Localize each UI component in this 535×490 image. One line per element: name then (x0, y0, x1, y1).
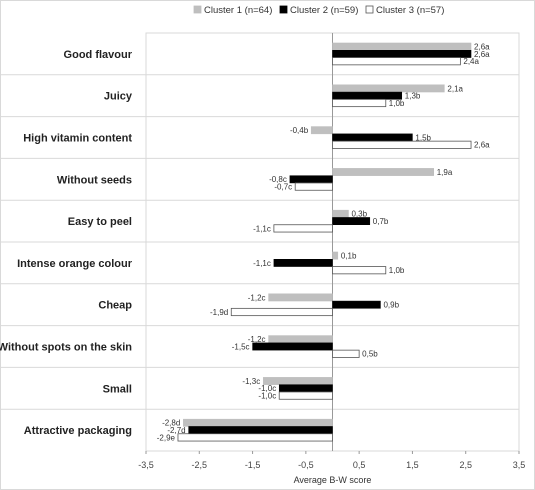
data-label: 0,9b (383, 301, 399, 310)
data-label: 0,1b (341, 251, 357, 260)
legend-entry: Cluster 2 (n=59) (290, 5, 358, 16)
data-label: 1,5b (415, 133, 431, 142)
bar-1 (183, 418, 333, 427)
x-tick-label: -2,5 (192, 460, 208, 470)
data-label: 2,4a (463, 57, 479, 66)
bar-3 (332, 98, 387, 108)
x-tick-label: 1,5 (406, 460, 419, 470)
bar-3 (332, 266, 387, 275)
category-label: Without spots on the skin (0, 342, 132, 354)
bar-3 (177, 433, 333, 442)
data-label: 2,1a (447, 84, 463, 93)
category-label: Cheap (98, 300, 132, 312)
x-tick-label: 2,5 (459, 460, 472, 470)
x-tick-label: 3,5 (513, 460, 526, 470)
category-label: Intense orange colour (17, 258, 133, 270)
bar-3 (332, 140, 472, 149)
legend-swatch (193, 5, 202, 14)
bar-2 (332, 300, 381, 309)
data-label: 0,5b (362, 350, 378, 359)
bar-1 (332, 42, 472, 51)
category-label: High vitamin content (23, 133, 132, 145)
bar-3 (278, 391, 333, 400)
category-label: Without seeds (57, 174, 132, 186)
x-tick-label: -3,5 (138, 460, 154, 470)
bar-1 (310, 126, 333, 135)
data-label: 1,0b (389, 266, 405, 275)
bar-1 (268, 293, 333, 302)
data-label: 0,7b (373, 217, 389, 226)
data-label: -1,5c (232, 342, 250, 351)
category-label: Juicy (104, 91, 133, 103)
category-label: Easy to peel (68, 216, 132, 228)
bar-1 (332, 209, 349, 218)
data-label: 2,6a (474, 141, 490, 150)
data-label: -1,3c (242, 377, 260, 386)
legend-swatch (279, 5, 288, 14)
bar-3 (332, 349, 360, 358)
category-label: Attractive packaging (24, 425, 132, 437)
data-label: 0,3b (351, 210, 367, 219)
data-label: -2,9e (157, 433, 176, 442)
bar-2 (332, 217, 371, 225)
x-axis-title: Average B-W score (294, 475, 372, 485)
bar-2 (289, 175, 333, 184)
bar-2 (332, 133, 413, 142)
data-label: -1,2c (248, 335, 266, 344)
category-label: Small (103, 383, 132, 395)
data-label: -2,8d (162, 419, 180, 428)
data-label: -2,7d (167, 426, 185, 435)
bar-2 (273, 259, 333, 267)
data-label: -1,1c (253, 259, 271, 268)
bar-2 (252, 342, 333, 351)
data-label: 2,6a (474, 50, 490, 59)
bar-2 (332, 50, 472, 58)
legend-entry: Cluster 1 (n=64) (204, 5, 272, 16)
data-label: 1,3b (405, 92, 421, 101)
legend-entry: Cluster 3 (n=57) (376, 5, 444, 16)
data-label: -1,0c (258, 391, 276, 400)
data-label: -1,1c (253, 224, 271, 233)
data-label: 2,6a (474, 42, 490, 51)
bar-3 (332, 57, 461, 66)
data-label: -0,7c (274, 182, 292, 191)
bar-1 (268, 335, 333, 344)
bar-1 (332, 251, 339, 260)
x-tick-label: 0,5 (353, 460, 366, 470)
x-tick-label: -1,5 (245, 460, 261, 470)
bar-3 (230, 307, 333, 317)
x-tick-label: -0,5 (298, 460, 314, 470)
bar-2 (188, 426, 333, 435)
data-label: -0,8c (269, 175, 287, 184)
bar-2 (278, 384, 333, 393)
data-label: 1,0b (389, 99, 405, 108)
data-label: 1,9a (437, 168, 453, 177)
bar-3 (273, 224, 333, 233)
bar-1 (332, 168, 434, 176)
data-label: -1,2c (248, 293, 266, 302)
data-label: -1,0c (258, 384, 276, 393)
bar-1 (332, 84, 445, 93)
category-label: Good flavour (64, 49, 133, 61)
bar-3 (294, 182, 333, 191)
legend-swatch (365, 5, 374, 14)
data-label: -0,4b (290, 126, 309, 135)
data-label: -1,9d (210, 308, 228, 317)
